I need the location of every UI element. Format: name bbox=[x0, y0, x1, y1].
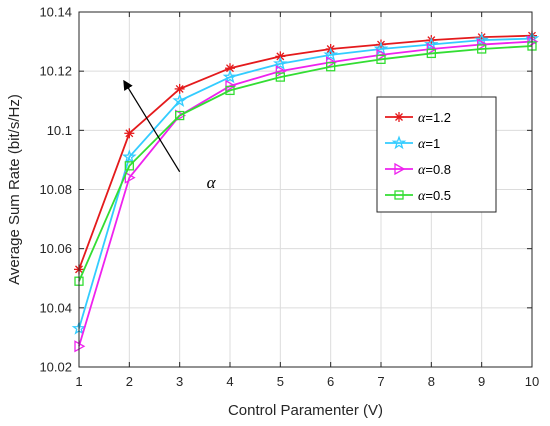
x-axis-label: Control Paramenter (V) bbox=[228, 402, 383, 419]
data-point bbox=[172, 93, 187, 107]
x-tick-label: 5 bbox=[277, 374, 284, 389]
series-path bbox=[78, 45, 533, 282]
data-point bbox=[124, 128, 135, 139]
data-point bbox=[175, 110, 185, 121]
x-tick-label: 3 bbox=[176, 374, 183, 389]
x-tick-label: 10 bbox=[525, 374, 539, 389]
y-tick-label: 10.04 bbox=[39, 300, 72, 315]
legend-item: α=1.2 bbox=[385, 110, 451, 126]
legend-label: α=1 bbox=[418, 136, 440, 152]
annotation-arrow bbox=[123, 79, 181, 173]
data-point bbox=[225, 63, 235, 74]
data-point bbox=[124, 171, 136, 184]
data-point bbox=[376, 54, 386, 64]
series-line bbox=[74, 30, 537, 275]
data-point bbox=[477, 44, 487, 54]
y-tick-label: 10.14 bbox=[39, 5, 72, 20]
x-tick-label: 2 bbox=[126, 374, 133, 389]
data-point bbox=[174, 83, 185, 94]
annotation-label: α bbox=[207, 173, 217, 192]
legend-label: α=1.2 bbox=[418, 110, 451, 126]
series-path bbox=[78, 40, 533, 347]
series-group bbox=[71, 30, 540, 353]
legend-label: α=0.5 bbox=[418, 188, 451, 204]
x-tick-label: 9 bbox=[478, 374, 485, 389]
tick-labels: 1 2 3 4 5 6 7 8 9 10 10.02 10.04 10.06 10.08 10.1 10.12… bbox=[39, 5, 539, 390]
data-point bbox=[394, 162, 406, 176]
series-line bbox=[71, 30, 540, 335]
data-point bbox=[323, 47, 338, 62]
x-tick-label: 4 bbox=[226, 374, 233, 389]
legend: α=1.2 α=1 α=0.8 α=0.5 bbox=[376, 96, 497, 213]
data-point bbox=[273, 56, 288, 70]
data-point bbox=[122, 149, 137, 164]
data-point bbox=[394, 190, 404, 200]
legend-item: α=0.5 bbox=[385, 188, 451, 204]
data-point bbox=[391, 135, 407, 150]
series-path bbox=[78, 34, 533, 270]
y-tick-label: 10.06 bbox=[39, 241, 72, 256]
x-tick-label: 7 bbox=[377, 374, 384, 389]
x-tick-label: 1 bbox=[75, 374, 82, 389]
y-axis-label: Average Sum Rate (bit/s/Hz) bbox=[6, 94, 23, 285]
x-tick-label: 6 bbox=[327, 374, 334, 389]
data-point bbox=[225, 85, 235, 96]
data-point bbox=[326, 62, 336, 72]
legend-item: α=1 bbox=[385, 135, 440, 152]
y-tick-label: 10.08 bbox=[39, 182, 72, 197]
series-path bbox=[78, 37, 533, 329]
alpha-annotation: α bbox=[123, 79, 217, 192]
legend-item: α=0.8 bbox=[385, 162, 451, 178]
data-point bbox=[394, 112, 404, 122]
data-point bbox=[222, 69, 238, 84]
y-tick-label: 10.02 bbox=[39, 360, 72, 375]
data-point bbox=[124, 161, 134, 171]
legend-label: α=0.8 bbox=[418, 162, 451, 178]
y-tick-label: 10.1 bbox=[47, 123, 72, 138]
data-point bbox=[373, 41, 389, 56]
y-tick-label: 10.12 bbox=[39, 64, 72, 79]
data-point bbox=[426, 48, 436, 59]
series-line bbox=[74, 41, 537, 286]
ticks bbox=[78, 11, 533, 368]
data-point bbox=[275, 72, 285, 82]
x-tick-label: 8 bbox=[428, 374, 435, 389]
